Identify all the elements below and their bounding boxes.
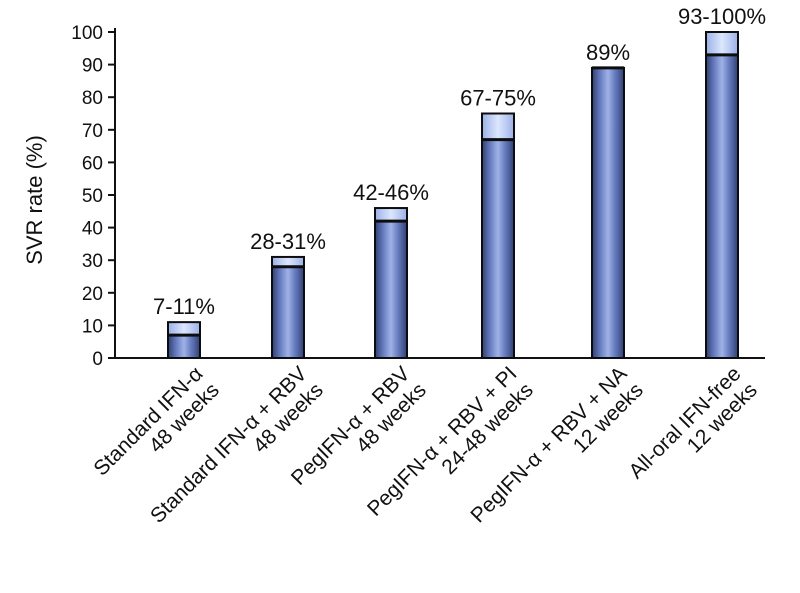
category-label-6: All-oral IFN-free12 weeks — [624, 362, 761, 499]
bar-low-6 — [705, 53, 739, 359]
y-tick-label-50: 50 — [82, 186, 103, 207]
data-label-6: 93-100% — [678, 4, 766, 29]
data-label-1: 7-11% — [153, 294, 215, 319]
data-label-4: 67-75% — [460, 86, 536, 111]
y-tick-label-100: 100 — [71, 23, 103, 44]
bar-high-1 — [167, 321, 201, 337]
bar-high-6 — [705, 31, 739, 56]
bar-low-4 — [481, 138, 515, 359]
data-label-5: 89% — [586, 40, 630, 65]
y-tick-label-90: 90 — [82, 56, 103, 77]
y-tick-label-0: 0 — [92, 349, 103, 370]
bar-low-5 — [591, 66, 625, 360]
y-tick-label-80: 80 — [82, 88, 103, 109]
bar-high-3 — [374, 207, 408, 223]
bar-low-1 — [167, 334, 201, 359]
y-axis-title: SVR rate (%) — [22, 135, 47, 265]
y-tick-label-70: 70 — [82, 121, 103, 142]
bar-high-4 — [481, 112, 515, 141]
bar-low-3 — [374, 220, 408, 359]
bar-low-2 — [271, 265, 305, 359]
data-label-3: 42-46% — [353, 180, 429, 205]
y-tick-label-40: 40 — [82, 219, 103, 240]
data-label-2: 28-31% — [250, 229, 326, 254]
y-tick-label-20: 20 — [82, 284, 103, 305]
y-tick-label-60: 60 — [82, 153, 103, 174]
y-tick-label-10: 10 — [82, 316, 103, 337]
y-tick-label-30: 30 — [82, 251, 103, 272]
